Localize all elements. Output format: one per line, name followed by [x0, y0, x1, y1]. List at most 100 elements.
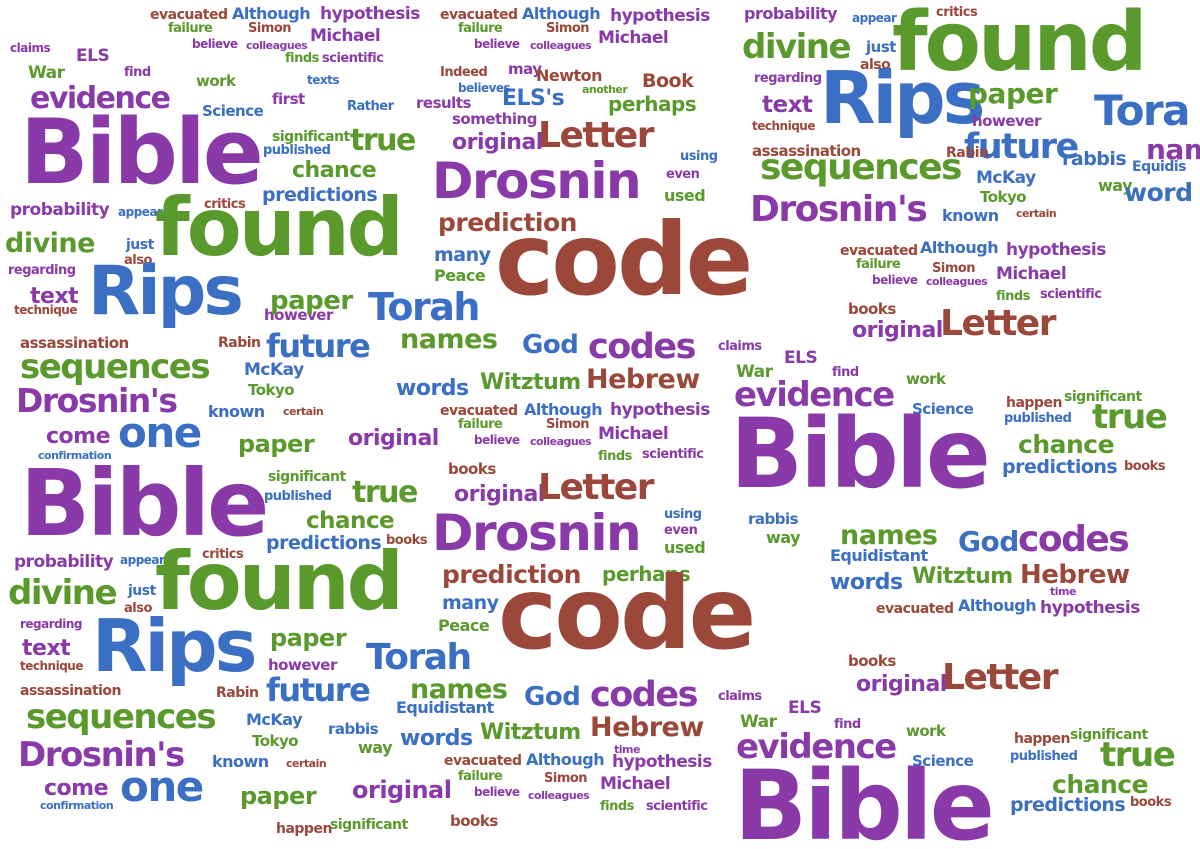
cloud-word: hypothesis [612, 752, 712, 772]
cloud-word: found [155, 181, 404, 274]
cloud-word: time [614, 743, 640, 756]
cloud-word: appear [118, 205, 163, 219]
cloud-word: Witztum [480, 370, 581, 395]
cloud-word: true [1092, 397, 1168, 437]
cloud-word: perhaps [602, 562, 691, 586]
cloud-word: believe [192, 37, 238, 51]
cloud-word: predictions [1010, 794, 1126, 816]
cloud-word: nam [1146, 133, 1200, 166]
cloud-word: God [524, 682, 581, 712]
cloud-word: predictions [262, 184, 378, 206]
cloud-word: books [450, 812, 498, 830]
cloud-word: many [434, 244, 491, 266]
cloud-word: work [196, 72, 236, 90]
cloud-word: even [664, 523, 698, 538]
cloud-word: true [352, 475, 418, 510]
cloud-word: using [680, 149, 718, 164]
cloud-word: prediction [442, 560, 581, 589]
cloud-word: texts [307, 73, 340, 87]
cloud-word: published [264, 489, 332, 504]
cloud-word: even [666, 167, 700, 182]
cloud-word: Drosnin [432, 504, 642, 562]
cloud-word: God [958, 525, 1019, 558]
cloud-word: Bible [20, 450, 269, 557]
cloud-word: way [358, 738, 393, 757]
cloud-word: way [1098, 176, 1133, 195]
cloud-word: claims [10, 41, 51, 55]
cloud-word: happen [276, 821, 332, 837]
cloud-word: evidence [736, 727, 897, 767]
cloud-word: ELS [76, 46, 110, 66]
cloud-word: true [350, 123, 416, 158]
cloud-word: evacuated [440, 403, 518, 419]
cloud-word: hypothesis [610, 400, 710, 420]
cloud-word: rabbis [748, 510, 799, 528]
cloud-word: known [942, 206, 999, 225]
cloud-word: predictions [266, 532, 382, 554]
cloud-word: Tokyo [248, 381, 295, 399]
cloud-word: ELS [784, 348, 818, 368]
cloud-word: Letter [942, 657, 1058, 698]
cloud-word: Letter [538, 115, 654, 156]
cloud-word: Witztum [480, 720, 581, 745]
cloud-word: colleagues [246, 39, 308, 52]
cloud-word: chance [292, 158, 377, 183]
cloud-word: Although [524, 400, 603, 419]
cloud-word: words [830, 570, 903, 595]
cloud-word: just [866, 38, 896, 56]
cloud-word: probability [14, 552, 114, 572]
cloud-word: significant [1070, 727, 1148, 743]
cloud-word: original [454, 482, 545, 507]
cloud-word: evidence [734, 375, 895, 415]
cloud-word: hypothesis [1040, 598, 1140, 618]
cloud-word: scientific [642, 447, 704, 462]
cloud-word: evacuated [150, 7, 228, 23]
cloud-word: Michael [598, 28, 669, 48]
cloud-word: find [832, 365, 859, 380]
cloud-word: critics [204, 197, 246, 212]
cloud-word: predictions [1002, 456, 1118, 478]
cloud-word: just [128, 583, 156, 599]
cloud-word: Rips [92, 604, 258, 688]
cloud-word: Newton [536, 66, 603, 85]
cloud-word: assassination [20, 683, 122, 699]
cloud-word: believe [474, 785, 520, 799]
cloud-word: books [848, 652, 896, 670]
cloud-word: paper [270, 624, 347, 652]
cloud-word: Simon [932, 261, 976, 276]
cloud-word: Michael [598, 424, 669, 444]
cloud-word: prediction [438, 208, 577, 237]
cloud-word: Torah [368, 285, 480, 329]
cloud-word: Hebrew [1020, 560, 1130, 590]
cloud-word: hypothesis [610, 6, 710, 26]
cloud-word: chance [306, 508, 395, 534]
cloud-word: Indeed [440, 65, 488, 80]
cloud-word: books [1124, 459, 1166, 474]
cloud-word: also [124, 601, 152, 616]
cloud-word: Rabin [216, 685, 259, 701]
cloud-word: Equidistant [830, 546, 928, 565]
cloud-word: certain [286, 757, 327, 770]
cloud-word: paper [238, 430, 315, 458]
cloud-word: rabbis [1062, 148, 1127, 170]
cloud-word: Although [920, 238, 999, 257]
cloud-word: Hebrew [586, 364, 700, 395]
cloud-word: certain [1016, 207, 1057, 220]
cloud-word: failure [168, 21, 213, 36]
cloud-word: text [30, 284, 79, 309]
cloud-word: Simon [546, 417, 590, 432]
cloud-word: original [452, 130, 543, 155]
cloud-word: technique [14, 303, 77, 317]
cloud-word: sequences [26, 697, 217, 737]
cloud-word: Rather [347, 99, 394, 114]
cloud-word: names [400, 324, 498, 355]
cloud-word: Bible [730, 398, 991, 510]
cloud-word: finds [996, 289, 1030, 304]
cloud-word: Peace [434, 266, 486, 285]
cloud-word: one [120, 762, 204, 811]
cloud-word: work [906, 722, 946, 740]
cloud-word: just [126, 237, 154, 253]
cloud-word: also [124, 253, 152, 268]
cloud-word: code [495, 201, 753, 318]
